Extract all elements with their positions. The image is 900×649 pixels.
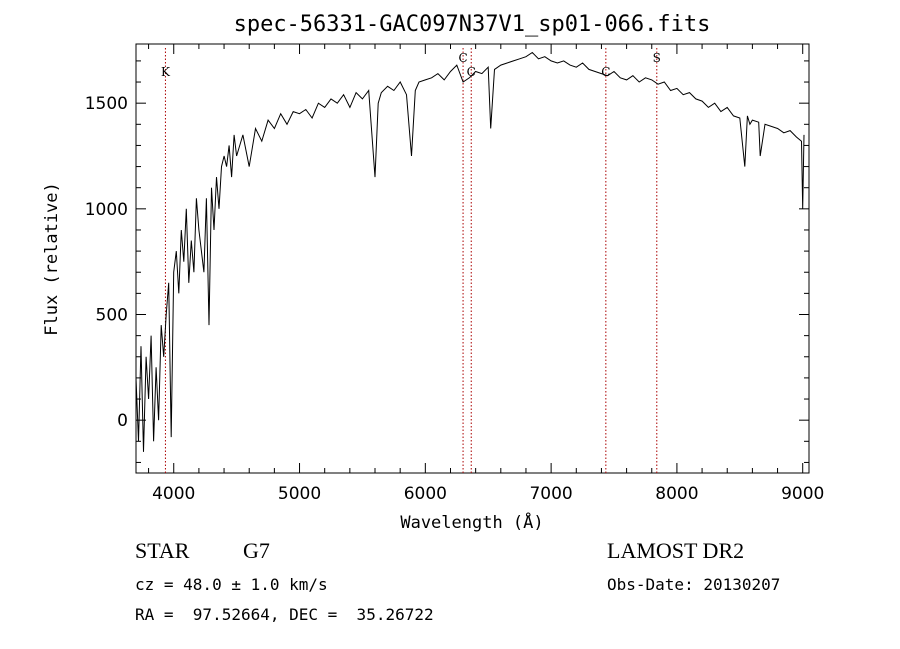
- redshift-text: cz = 48.0 ± 1.0 km/s: [135, 575, 328, 594]
- x-axis-label: Wavelength (Å): [400, 511, 543, 533]
- x-tick-label: 5000: [278, 484, 321, 504]
- x-tick-label: 6000: [404, 484, 447, 504]
- object-subclass: G7: [243, 538, 270, 563]
- coordinates-text: RA = 97.52664, DEC = 35.26722: [135, 605, 434, 624]
- line-marker-label: S: [653, 51, 661, 65]
- line-marker-label: K: [161, 65, 171, 79]
- x-tick-label: 4000: [152, 484, 195, 504]
- chart-title: spec-56331-GAC097N37V1_sp01-066.fits: [234, 12, 711, 37]
- obs-date-text: Obs-Date: 20130207: [607, 575, 781, 594]
- y-tick-label: 1500: [85, 94, 128, 114]
- x-tick-label: 7000: [529, 484, 572, 504]
- y-tick-label: 500: [96, 306, 128, 326]
- y-tick-label: 0: [117, 411, 128, 431]
- x-tick-label: 8000: [655, 484, 698, 504]
- object-class: STAR: [135, 538, 190, 563]
- spectrum-line: [135, 51, 805, 452]
- line-marker-label: C: [601, 65, 610, 79]
- line-marker-label: C: [467, 65, 476, 79]
- y-axis-label: Flux (relative): [42, 182, 62, 336]
- line-marker-label: C: [458, 51, 467, 65]
- y-tick-label: 1000: [85, 200, 128, 220]
- plot-frame: [135, 43, 810, 474]
- x-tick-label: 9000: [781, 484, 824, 504]
- survey-name: LAMOST DR2: [607, 538, 745, 563]
